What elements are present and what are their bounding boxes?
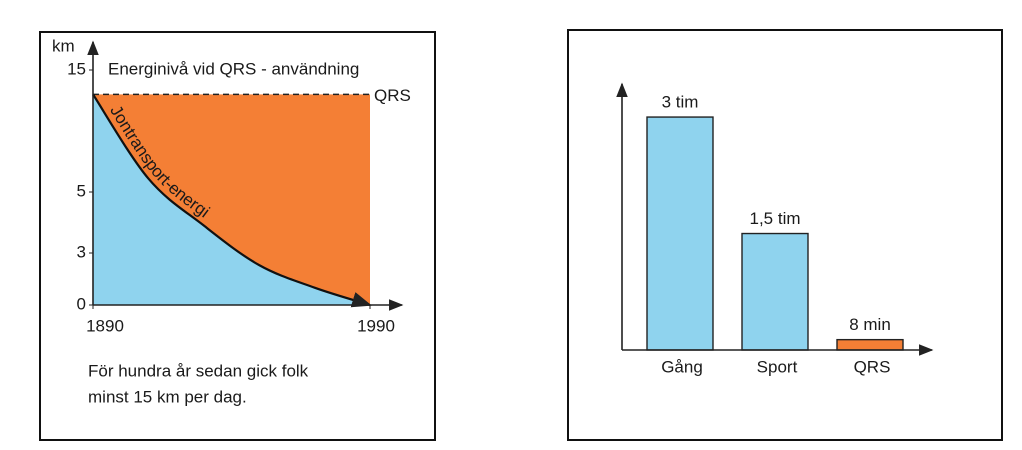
energy-curve <box>92 93 372 308</box>
x-tick-label: QRS <box>854 357 891 376</box>
y-tick-label: 0 <box>77 294 86 313</box>
caption-line: För hundra år sedan gick folk <box>88 361 309 380</box>
x-tick-label: Gång <box>661 357 703 376</box>
bar <box>741 232 809 351</box>
value-label: 3 tim <box>662 93 699 112</box>
x-tick-label: 1890 <box>86 316 124 335</box>
bar <box>836 338 904 351</box>
chart-title: Energinivå vid QRS - användning <box>108 59 359 78</box>
qrs-level-label: QRS <box>374 86 411 105</box>
x-tick-label: 1990 <box>357 316 395 335</box>
y-tick-label: 3 <box>77 242 86 261</box>
bar <box>646 116 714 351</box>
value-label: 8 min <box>849 315 891 334</box>
y-tick-label: 5 <box>77 181 86 200</box>
right-chart: 3 tim Gång 1,5 tim Sport 8 min QRS <box>616 82 934 376</box>
value-label: 1,5 tim <box>749 209 800 228</box>
caption-line: minst 15 km per dag. <box>88 387 247 406</box>
y-axis-label: km <box>52 36 75 55</box>
x-tick-label: Sport <box>757 357 798 376</box>
y-tick-label: 15 <box>67 59 86 78</box>
energy-area <box>93 94 370 306</box>
